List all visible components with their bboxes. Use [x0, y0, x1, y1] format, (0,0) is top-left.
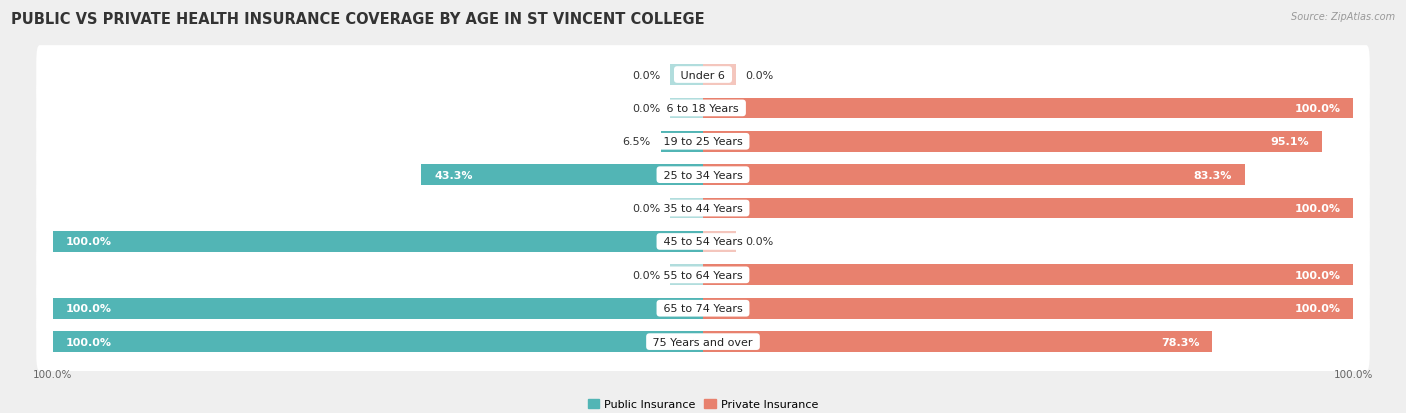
FancyBboxPatch shape — [37, 179, 1369, 238]
FancyBboxPatch shape — [37, 46, 1369, 104]
Bar — [703, 232, 735, 252]
Text: Under 6: Under 6 — [678, 70, 728, 80]
Bar — [52, 232, 703, 252]
Bar — [703, 265, 1354, 285]
Text: 83.3%: 83.3% — [1194, 170, 1232, 180]
Text: PUBLIC VS PRIVATE HEALTH INSURANCE COVERAGE BY AGE IN ST VINCENT COLLEGE: PUBLIC VS PRIVATE HEALTH INSURANCE COVER… — [11, 12, 704, 27]
Bar — [703, 165, 1244, 185]
Text: 55 to 64 Years: 55 to 64 Years — [659, 270, 747, 280]
FancyBboxPatch shape — [37, 313, 1369, 371]
Text: 95.1%: 95.1% — [1270, 137, 1309, 147]
Bar — [52, 298, 703, 319]
Text: 6 to 18 Years: 6 to 18 Years — [664, 104, 742, 114]
Bar — [661, 132, 703, 152]
Text: 100.0%: 100.0% — [1295, 104, 1340, 114]
Bar — [703, 65, 735, 85]
FancyBboxPatch shape — [37, 213, 1369, 271]
Text: 0.0%: 0.0% — [633, 270, 661, 280]
Bar — [422, 165, 703, 185]
Bar — [703, 298, 1354, 319]
Text: 0.0%: 0.0% — [745, 237, 773, 247]
Text: 0.0%: 0.0% — [745, 70, 773, 80]
Bar — [671, 65, 703, 85]
FancyBboxPatch shape — [37, 279, 1369, 338]
FancyBboxPatch shape — [37, 79, 1369, 138]
Text: 100.0%: 100.0% — [66, 237, 111, 247]
Bar — [703, 332, 1212, 352]
Text: 45 to 54 Years: 45 to 54 Years — [659, 237, 747, 247]
Text: Source: ZipAtlas.com: Source: ZipAtlas.com — [1291, 12, 1395, 22]
Text: 100.0%: 100.0% — [1295, 204, 1340, 214]
Bar — [703, 132, 1322, 152]
Legend: Public Insurance, Private Insurance: Public Insurance, Private Insurance — [583, 394, 823, 413]
FancyBboxPatch shape — [37, 113, 1369, 171]
Text: 35 to 44 Years: 35 to 44 Years — [659, 204, 747, 214]
FancyBboxPatch shape — [37, 246, 1369, 304]
Text: 100.0%: 100.0% — [66, 337, 111, 347]
Text: 0.0%: 0.0% — [633, 104, 661, 114]
Bar — [671, 98, 703, 119]
Text: 25 to 34 Years: 25 to 34 Years — [659, 170, 747, 180]
Text: 78.3%: 78.3% — [1161, 337, 1199, 347]
Text: 100.0%: 100.0% — [1295, 304, 1340, 313]
FancyBboxPatch shape — [37, 146, 1369, 204]
Bar — [703, 98, 1354, 119]
Bar — [703, 198, 1354, 219]
Text: 75 Years and over: 75 Years and over — [650, 337, 756, 347]
Bar — [52, 332, 703, 352]
Bar — [671, 198, 703, 219]
Text: 0.0%: 0.0% — [633, 204, 661, 214]
Text: 43.3%: 43.3% — [434, 170, 472, 180]
Text: 65 to 74 Years: 65 to 74 Years — [659, 304, 747, 313]
Text: 100.0%: 100.0% — [1295, 270, 1340, 280]
Text: 19 to 25 Years: 19 to 25 Years — [659, 137, 747, 147]
Text: 100.0%: 100.0% — [66, 304, 111, 313]
Text: 6.5%: 6.5% — [623, 137, 651, 147]
Bar — [671, 265, 703, 285]
Text: 0.0%: 0.0% — [633, 70, 661, 80]
